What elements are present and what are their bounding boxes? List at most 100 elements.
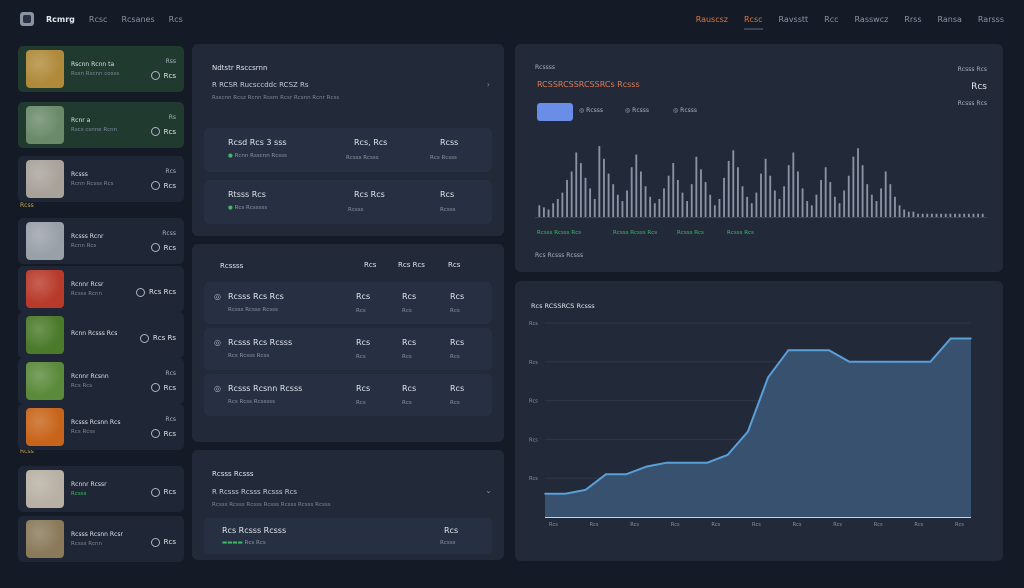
overview-panel: Ndtstr Rsccsrnn R RCSR Rucsccddc RCSZ Rs… [192, 44, 504, 236]
row-subtitle: Rcsss Rcsss Rcsss [228, 307, 278, 313]
bar [778, 198, 781, 218]
activity-panel: Rcsss Rcsss R Rcsss Rcsss Rcsss Rcs Rcss… [192, 450, 504, 560]
asset-subtitle: Rcsss Rcnn [71, 541, 103, 547]
bar [704, 182, 707, 218]
data-point [584, 489, 587, 491]
row-value-caption: Rcsss [348, 207, 364, 213]
bar [787, 165, 790, 218]
data-point [787, 349, 790, 351]
row-value-1: Rcs [356, 384, 371, 393]
nav-right-item-5[interactable]: Rasswcz [854, 14, 889, 24]
asset-meta: Rs Rcs [150, 114, 176, 136]
bar [760, 173, 762, 218]
asset-meta: Rcs [150, 482, 176, 497]
table-row[interactable]: ◎ Rcsss Rcsnn Rcsss Rcs Rcss Rcsssss Rcs… [204, 374, 492, 416]
nav-item-4[interactable]: Rcs [168, 14, 183, 24]
row-value-2: Rcs [402, 292, 417, 301]
area-fill [545, 338, 971, 517]
bar [644, 186, 647, 218]
bar [907, 211, 910, 218]
sidebar-asset-item[interactable]: Rcsss Rcnr Rcnn Rcs Rcss Rcs [18, 218, 184, 264]
bar [944, 213, 947, 218]
bar [593, 198, 596, 218]
asset-meta: Rcs Rcs [150, 168, 176, 190]
filter-option-2[interactable]: ◎ Rcsss [625, 107, 650, 114]
filter-option-1[interactable]: ◎ Rcsss [579, 107, 604, 114]
bar [584, 177, 587, 218]
asset-thumbnail [26, 106, 64, 144]
status-ring-icon [139, 333, 149, 343]
asset-subtitle: Rcsss [71, 491, 87, 497]
top-navigation-bar: Rcmrg Rcsc Rcsanes Rcs Rauscsz Rcsc Ravs… [0, 0, 1024, 38]
chevron-down-icon[interactable]: ⌄ [485, 486, 492, 495]
nav-right-item-4[interactable]: Rcc [824, 14, 839, 24]
bar [810, 205, 813, 218]
column-header-2[interactable]: Rcs Rcs [398, 261, 425, 269]
app-logo-icon[interactable] [20, 12, 34, 26]
bar [954, 213, 956, 218]
sidebar-asset-item[interactable]: Rcsss Rcsnn Rcsr Rcsss Rcnn Rcs [18, 516, 184, 562]
bar [792, 152, 795, 218]
asset-meta: Rcs [150, 532, 176, 547]
table-row[interactable]: Rcsd Rcs 3 sss ● Rcnn Rsscnn Rcsss Rcs, … [204, 128, 492, 172]
sidebar-asset-item[interactable]: Rcsss Rcsnn Rcs Rcs Rcss Rcs Rcs [18, 404, 184, 450]
nav-right-item-7[interactable]: Ransa [937, 14, 962, 24]
bar [690, 184, 693, 218]
filter-option-3[interactable]: ◎ Rcsss [673, 107, 698, 114]
asset-title: Rcsss Rcsnn Rcsr [71, 531, 123, 538]
asset-value: Rcs [150, 429, 176, 438]
bar [847, 175, 850, 218]
nav-right-item-3[interactable]: Ravsstt [778, 14, 809, 24]
nav-item-1[interactable]: Rcmrg [46, 14, 75, 24]
asset-meta-label: Rcs [165, 416, 176, 423]
panel-title: Rcssss [220, 262, 244, 270]
nav-right-item-8[interactable]: Rarsss [977, 14, 1004, 24]
column-header-1[interactable]: Rcs [364, 261, 377, 269]
sidebar-asset-item[interactable]: Rcsss Rcnn Rcsss Rcs Rcs Rcs [18, 156, 184, 202]
table-row[interactable]: ◎ Rcsss Rcs Rcsss Rcs Rcsss Rcss Rcs Rcs… [204, 328, 492, 370]
y-tick-label: Rcs [529, 437, 538, 443]
panel-title: Rcsss Rcsss [212, 470, 254, 478]
sidebar-asset-item[interactable]: Rcnnr Rcsr Rcsss Rcnn Rcs Rcs [18, 266, 184, 312]
table-row[interactable]: ◎ Rcsss Rcs Rcs Rcsss Rcsss Rcsss Rcs Rc… [204, 282, 492, 324]
table-row[interactable]: Rcs Rcsss Rcsss ▬▬▬▬ Rcs Rcs Rcs Rcsss [204, 518, 492, 554]
column-header-3[interactable]: Rcs [448, 261, 461, 269]
x-tick-label: Rcs [752, 522, 761, 528]
series-line [545, 337, 971, 495]
sidebar-asset-item[interactable]: Rcnnr Rcsnn Rcs Rcs Rcs Rcs [18, 358, 184, 404]
sidebar-asset-item[interactable]: Rcnr a Rscs csnne Rcnn Rs Rcs [18, 102, 184, 148]
nav-right-item-1[interactable]: Rauscsz [695, 14, 728, 24]
bar [552, 203, 555, 218]
bar [797, 171, 799, 218]
asset-text: Rcnnr Rcsnn Rcs Rcs [71, 373, 151, 389]
nav-right-item-6[interactable]: Rrss [904, 14, 922, 24]
row-caption-2: Rcs [402, 400, 412, 406]
asset-text: Rcsss Rcnn Rcsss Rcs [71, 171, 151, 187]
sidebar-asset-item[interactable]: Rcnnr Rcssr Rcsss Rcs [18, 466, 184, 512]
asset-value-text: Rcs Rcs [149, 288, 176, 296]
panel-footer: Rcs Rcsss Rcsss [535, 252, 584, 259]
sidebar-asset-item[interactable]: Rscnn Rcnn ta Rssn Rscnn cosss Rss Rcs [18, 46, 184, 92]
data-point [747, 430, 749, 433]
asset-meta-label: Rcs [165, 168, 176, 175]
row-caption-1: Rcs [356, 354, 366, 360]
table-row[interactable]: Rtsss Rcs ● Rcs Rcsssss Rcs Rcs Rcsss Rc… [204, 180, 492, 224]
x-tick-label: Rcs [833, 522, 842, 528]
summary-caption: Rcsss Rcs [957, 100, 987, 107]
status-ring-icon [150, 487, 160, 497]
row-caption-3: Rcs [450, 354, 460, 360]
sidebar-asset-item[interactable]: Rcnn Rcsss Rcs Rcs Rs [18, 312, 184, 358]
asset-meta-label: Rs [168, 114, 176, 121]
bar [843, 190, 846, 218]
filter-chip-active[interactable] [537, 103, 573, 121]
nav-right-item-2[interactable]: Rcsc [744, 14, 763, 30]
asset-meta: Rcs Rs [139, 328, 176, 343]
chevron-right-icon[interactable]: › [486, 80, 490, 89]
nav-item-3[interactable]: Rcsanes [121, 14, 155, 24]
bar [547, 209, 550, 218]
bar [898, 205, 901, 218]
data-point [949, 337, 952, 340]
bar [972, 213, 975, 218]
nav-item-2[interactable]: Rcsc [88, 14, 108, 24]
y-tick-label: Rcs [529, 321, 538, 327]
